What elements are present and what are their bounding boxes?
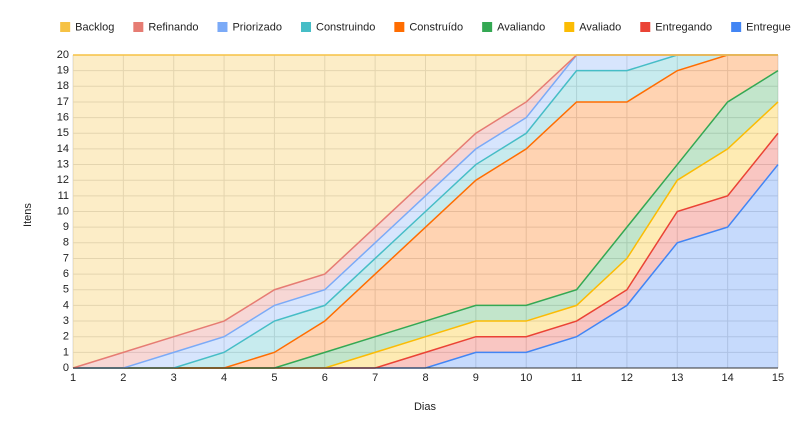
legend-swatch [482,22,493,32]
legend-swatch [217,22,228,32]
area [73,133,778,368]
x-axis-title: Dias [414,401,437,413]
legend-label: Priorizado [232,21,282,33]
x-tick-label: 1 [70,372,76,384]
y-tick-label: 6 [63,268,69,280]
area [73,164,778,368]
y-tick-label: 18 [57,80,69,92]
y-tick-label: 7 [63,252,69,264]
legend-item: Entregue [731,21,791,33]
legend-swatch [731,22,742,32]
legend-item: Avaliando [482,21,545,33]
area [73,55,778,368]
legend-swatch [133,22,144,32]
legend-swatch [564,22,575,32]
area [73,70,778,369]
legend-swatch [394,22,405,32]
x-tick-label: 9 [473,372,479,384]
y-tick-label: 8 [63,237,69,249]
x-tick-label: 15 [772,372,784,384]
legend-item: Priorizado [217,21,282,33]
legend-label: Construído [409,21,463,33]
x-tick-label: 14 [722,372,734,384]
y-tick-label: 9 [63,221,69,233]
legend-swatch [301,22,312,32]
x-tick-label: 11 [571,372,582,384]
y-tick-label: 14 [57,143,69,155]
x-tick-label: 4 [221,372,227,384]
legend-item: Refinando [133,21,198,33]
legend-item: Avaliado [564,21,621,33]
x-tick-label: 8 [422,372,428,384]
x-tick-label: 7 [372,372,378,384]
y-tick-label: 2 [63,331,69,343]
y-tick-label: 19 [57,65,69,77]
area [73,55,778,368]
y-tick-label: 16 [57,112,69,124]
x-tick-label: 5 [271,372,277,384]
legend-label: Entregando [655,21,712,33]
x-tick-label: 13 [671,372,683,384]
legend-label: Construindo [316,21,375,33]
legend-swatch [640,22,651,32]
legend-label: Avaliado [579,21,621,33]
y-tick-label: 13 [57,158,69,170]
legend-item: Backlog [60,21,114,33]
legend-swatch [60,22,71,32]
y-axis-title: Itens [22,203,34,227]
area-line [73,54,778,369]
y-tick-label: 1 [63,346,69,358]
legend-label: Entregue [746,21,791,33]
legend-label: Backlog [75,21,114,33]
y-tick-label: 5 [63,284,69,296]
x-tick-label: 2 [120,372,126,384]
x-tick-label: 3 [171,372,177,384]
y-tick-label: 12 [57,174,69,186]
y-tick-label: 17 [57,96,69,108]
y-tick-label: 0 [63,362,69,374]
legend-label: Avaliando [497,21,545,33]
legend-item: Entregando [640,21,712,33]
x-tick-label: 6 [322,372,328,384]
legend-label: Refinando [148,21,198,33]
x-tick-label: 10 [520,372,532,384]
y-tick-label: 3 [63,315,69,327]
y-tick-label: 4 [63,299,69,311]
area [73,101,778,368]
y-tick-label: 15 [57,127,69,139]
y-tick-label: 11 [58,190,69,202]
y-tick-label: 10 [57,205,69,217]
y-tick-label: 20 [57,49,69,61]
x-tick-label: 12 [621,372,633,384]
legend-item: Construído [394,21,463,33]
legend-item: Construindo [301,21,375,33]
